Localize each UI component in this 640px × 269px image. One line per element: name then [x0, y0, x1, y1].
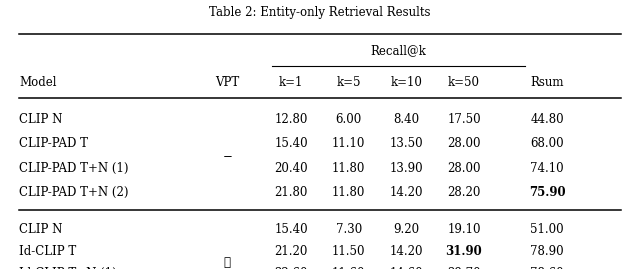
Text: 21.20: 21.20 — [275, 245, 308, 258]
Text: Id-CLIP T+N (1): Id-CLIP T+N (1) — [19, 267, 117, 269]
Text: 75.90: 75.90 — [529, 186, 566, 199]
Text: 74.10: 74.10 — [531, 162, 564, 175]
Text: 6.00: 6.00 — [335, 113, 362, 126]
Text: 51.00: 51.00 — [531, 224, 564, 236]
Text: 20.40: 20.40 — [275, 162, 308, 175]
Text: 68.00: 68.00 — [531, 137, 564, 150]
Text: 15.40: 15.40 — [275, 224, 308, 236]
Text: 9.20: 9.20 — [394, 224, 419, 236]
Text: 11.50: 11.50 — [332, 245, 365, 258]
Text: 22.60: 22.60 — [275, 267, 308, 269]
Text: 31.90: 31.90 — [445, 245, 483, 258]
Text: Id-CLIP T: Id-CLIP T — [19, 245, 76, 258]
Text: 28.00: 28.00 — [447, 162, 481, 175]
Text: 44.80: 44.80 — [531, 113, 564, 126]
Text: 19.10: 19.10 — [447, 224, 481, 236]
Text: k=10: k=10 — [390, 76, 422, 89]
Text: VPT: VPT — [215, 76, 239, 89]
Text: k=1: k=1 — [279, 76, 303, 89]
Text: 29.70: 29.70 — [447, 267, 481, 269]
Text: Rsum: Rsum — [531, 76, 564, 89]
Text: 13.50: 13.50 — [390, 137, 423, 150]
Text: Recall@k: Recall@k — [371, 45, 426, 58]
Text: 11.80: 11.80 — [332, 186, 365, 199]
Text: 28.20: 28.20 — [447, 186, 481, 199]
Text: 11.10: 11.10 — [332, 137, 365, 150]
Text: 13.90: 13.90 — [390, 162, 423, 175]
Text: Model: Model — [19, 76, 57, 89]
Text: CLIP N: CLIP N — [19, 113, 63, 126]
Text: CLIP-PAD T+N (1): CLIP-PAD T+N (1) — [19, 162, 129, 175]
Text: 7.30: 7.30 — [335, 224, 362, 236]
Text: CLIP-PAD T: CLIP-PAD T — [19, 137, 88, 150]
Text: 78.60: 78.60 — [531, 267, 564, 269]
Text: CLIP N: CLIP N — [19, 224, 63, 236]
Text: 28.00: 28.00 — [447, 137, 481, 150]
Text: 12.80: 12.80 — [275, 113, 308, 126]
Text: CLIP-PAD T+N (2): CLIP-PAD T+N (2) — [19, 186, 129, 199]
Text: 14.20: 14.20 — [390, 245, 423, 258]
Text: ✓: ✓ — [224, 256, 230, 269]
Text: 8.40: 8.40 — [394, 113, 419, 126]
Text: 11.60: 11.60 — [332, 267, 365, 269]
Text: 17.50: 17.50 — [447, 113, 481, 126]
Text: k=50: k=50 — [448, 76, 480, 89]
Text: 78.90: 78.90 — [531, 245, 564, 258]
Text: 21.80: 21.80 — [275, 186, 308, 199]
Text: 14.60: 14.60 — [390, 267, 423, 269]
Text: 15.40: 15.40 — [275, 137, 308, 150]
Text: 14.20: 14.20 — [390, 186, 423, 199]
Text: Table 2: Entity-only Retrieval Results: Table 2: Entity-only Retrieval Results — [209, 6, 431, 19]
Text: −: − — [222, 150, 232, 162]
Text: 11.80: 11.80 — [332, 162, 365, 175]
Text: k=5: k=5 — [337, 76, 361, 89]
